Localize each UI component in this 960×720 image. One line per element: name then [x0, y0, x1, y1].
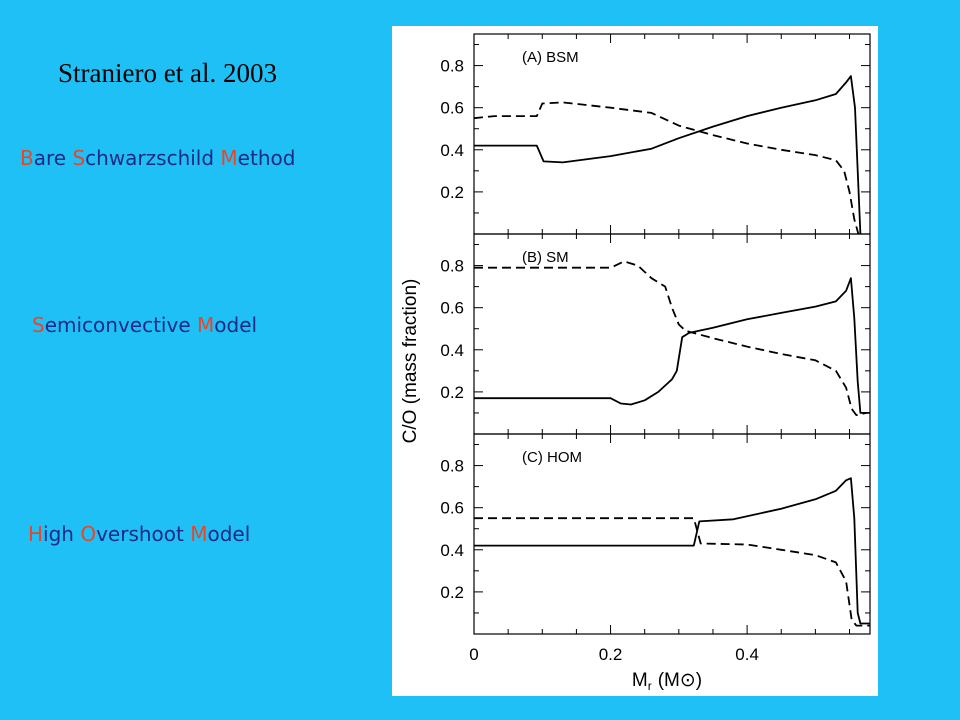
label-text: chwarzschild: [85, 146, 221, 170]
panel-label: (C) HOM: [522, 449, 582, 466]
series-dashed-line: [474, 517, 870, 627]
x-tick-label: 0: [469, 645, 478, 664]
label-letter: B: [20, 146, 34, 170]
co-profile-chart: 0.2 0.4 0.6 0.8 (A) BSM 0.2 0.4 0.6 0.8 (B) SM 0.2…: [400, 33, 871, 693]
label-letter: S: [32, 313, 45, 337]
y-tick-label: 0.8: [440, 257, 464, 276]
y-tick-label: 0.8: [440, 57, 464, 76]
label-letter: M: [190, 522, 208, 546]
label-text: emiconvective: [44, 313, 197, 337]
series-solid-line: [474, 477, 870, 625]
panel-label: (A) BSM: [522, 49, 579, 66]
series-solid-line: [474, 277, 870, 414]
x-tick-label: 0.2: [599, 645, 623, 664]
label-bare-schwarzschild-method: Bare Schwarzschild Method: [20, 146, 295, 170]
label-text: vershoot: [96, 522, 191, 546]
x-tick-label: 0.4: [735, 645, 759, 664]
y-tick-label: 0.4: [440, 141, 464, 160]
y-tick-label: 0.2: [440, 183, 464, 202]
label-letter: M: [197, 313, 215, 337]
label-text: ethod: [237, 146, 296, 170]
series-dashed-line: [473, 101, 860, 235]
label-text: odel: [207, 522, 251, 546]
series-dashed-line: [474, 260, 867, 417]
y-tick-label: 0.4: [440, 341, 464, 360]
y-tick-label: 0.2: [440, 383, 464, 402]
x-axis-subscript: r: [648, 679, 652, 693]
label-letter: H: [28, 522, 44, 546]
y-tick-label: 0.4: [440, 541, 464, 560]
y-tick-label: 0.8: [440, 457, 464, 476]
chart-panel: 0.2 0.4 0.6 0.8 (A) BSM 0.2 0.4 0.6 0.8 (B) SM 0.2…: [392, 26, 878, 696]
label-semiconvective-model: Semiconvective Model: [32, 313, 257, 337]
label-text: are: [33, 146, 73, 170]
y-axis-label: C/O (mass fraction): [400, 279, 421, 444]
y-tick-label: 0.2: [440, 583, 464, 602]
panel-label: (B) SM: [522, 249, 569, 266]
label-text: igh: [43, 522, 81, 546]
x-axis-symbol: M: [632, 670, 648, 691]
panel-frame: [473, 433, 871, 635]
label-letter: S: [72, 146, 86, 170]
y-tick-label: 0.6: [440, 99, 464, 118]
y-tick-label: 0.6: [440, 499, 464, 518]
y-tick-label: 0.6: [440, 299, 464, 318]
series-solid-line: [474, 75, 862, 235]
label-letter: O: [80, 522, 97, 546]
x-axis-label: Mr (M⊙): [632, 670, 702, 693]
label-text: odel: [214, 313, 258, 337]
label-high-overshoot-model: High Overshoot Model: [28, 522, 250, 546]
label-letter: M: [220, 146, 238, 170]
page-title: Straniero et al. 2003: [58, 58, 277, 88]
x-axis-unit: (M⊙): [658, 670, 702, 691]
